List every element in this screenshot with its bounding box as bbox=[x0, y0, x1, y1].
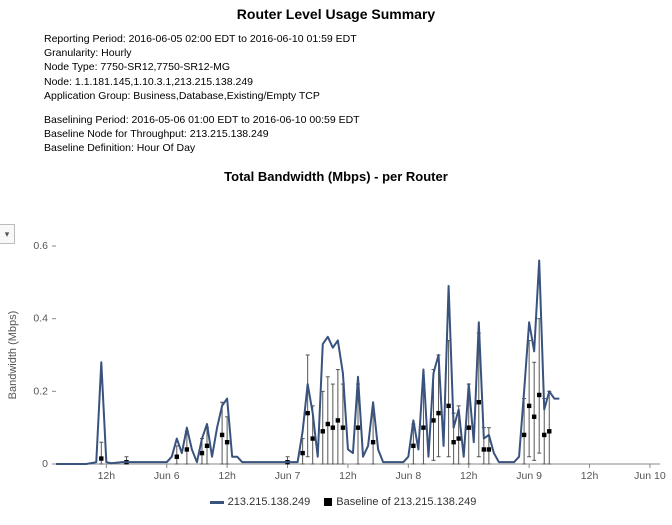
bandwidth-chart: 0 0.2 0.4 0.6 Bandwidth (Mbps) 12h Jun 6 12h Jun… bbox=[0, 238, 672, 508]
metadata-line: Granularity: Hourly bbox=[44, 46, 672, 60]
svg-text:12h: 12h bbox=[581, 470, 599, 482]
svg-text:0: 0 bbox=[42, 458, 48, 470]
legend-swatch-square bbox=[324, 498, 332, 506]
chart-title: Total Bandwidth (Mbps) - per Router bbox=[0, 169, 672, 184]
svg-text:Jun 8: Jun 8 bbox=[395, 470, 421, 482]
metadata-group-b: Baselining Period: 2016-05-06 01:00 EDT … bbox=[44, 113, 672, 156]
metadata-group-a: Reporting Period: 2016-06-05 02:00 EDT t… bbox=[44, 32, 672, 103]
svg-text:12h: 12h bbox=[460, 470, 478, 482]
svg-text:Bandwidth (Mbps): Bandwidth (Mbps) bbox=[7, 311, 19, 400]
legend-label: Baseline of 213.215.138.249 bbox=[336, 496, 476, 508]
svg-text:Jun 9: Jun 9 bbox=[516, 470, 542, 482]
legend-label: 213.215.138.249 bbox=[228, 496, 311, 508]
metadata-line: Node: 1.1.181.145,1.10.3.1,213.215.138.2… bbox=[44, 75, 672, 89]
legend-swatch-line bbox=[210, 501, 224, 504]
metadata-line: Baseline Node for Throughput: 213.215.13… bbox=[44, 127, 672, 141]
metadata-line: Baseline Definition: Hour Of Day bbox=[44, 141, 672, 155]
svg-text:Jun 7: Jun 7 bbox=[275, 470, 301, 482]
svg-text:Jun 6: Jun 6 bbox=[154, 470, 180, 482]
svg-text:12h: 12h bbox=[218, 470, 236, 482]
metadata-line: Application Group: Business,Database,Exi… bbox=[44, 89, 672, 103]
metadata-line: Node Type: 7750-SR12,7750-SR12-MG bbox=[44, 60, 672, 74]
chart-legend: 213.215.138.249 Baseline of 213.215.138.2… bbox=[0, 496, 672, 508]
metadata-block: Reporting Period: 2016-06-05 02:00 EDT t… bbox=[44, 32, 672, 155]
metadata-line: Baselining Period: 2016-05-06 01:00 EDT … bbox=[44, 113, 672, 127]
svg-text:0.4: 0.4 bbox=[33, 313, 48, 325]
svg-text:Jun 10: Jun 10 bbox=[634, 470, 666, 482]
svg-text:12h: 12h bbox=[339, 470, 357, 482]
svg-text:0.2: 0.2 bbox=[33, 385, 48, 397]
metadata-line: Reporting Period: 2016-06-05 02:00 EDT t… bbox=[44, 32, 672, 46]
svg-text:12h: 12h bbox=[98, 470, 116, 482]
svg-text:0.6: 0.6 bbox=[33, 240, 48, 252]
page-title: Router Level Usage Summary bbox=[0, 6, 672, 22]
